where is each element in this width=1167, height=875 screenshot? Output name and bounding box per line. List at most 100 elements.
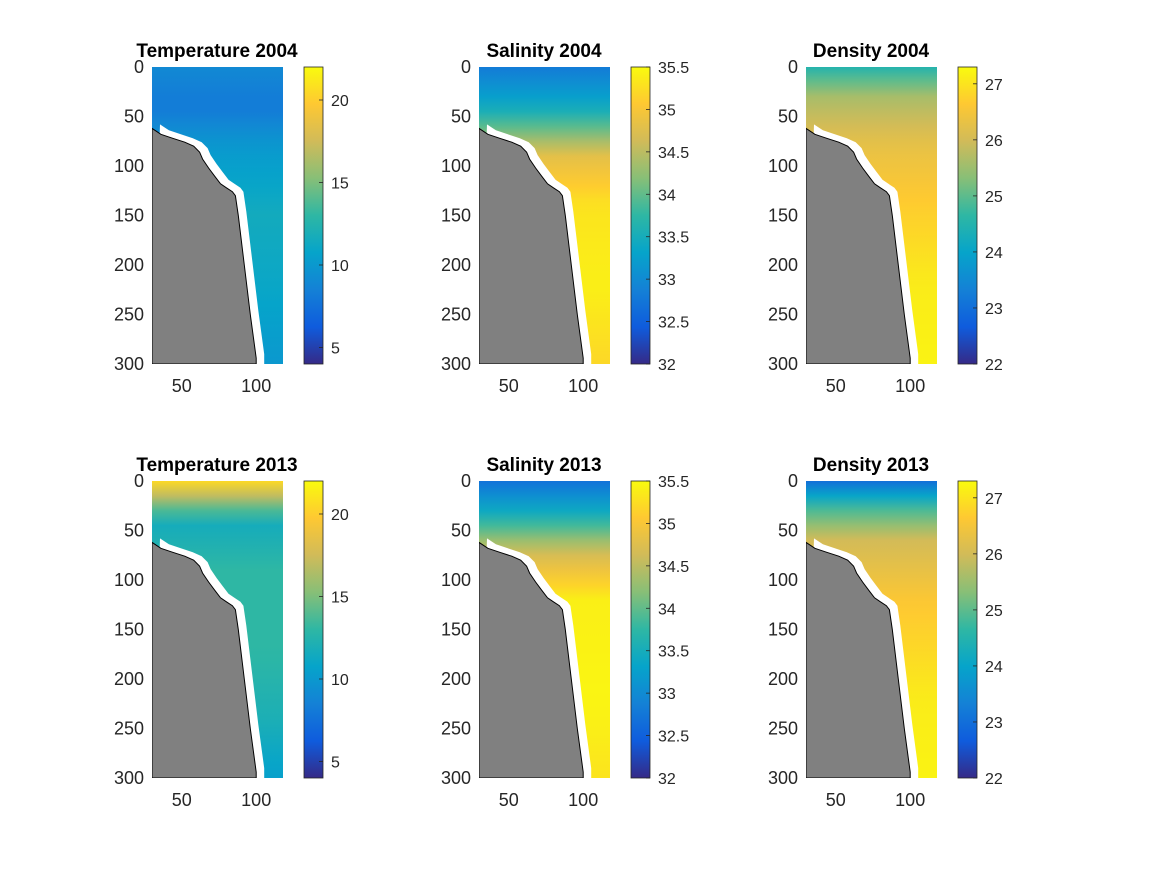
colorbar-tick-label: 32.5 [658, 729, 689, 746]
bathymetry [479, 127, 584, 364]
colorbar-tick-label: 26 [985, 133, 1003, 150]
colorbar-tick-label: 32.5 [658, 315, 689, 332]
y-tick-label: 100 [441, 570, 471, 590]
chart-title: Density 2004 [813, 41, 930, 62]
y-tick-label: 200 [768, 255, 798, 275]
y-tick-label: 50 [778, 521, 798, 541]
x-tick-label: 50 [499, 376, 519, 396]
colorbar [630, 66, 651, 365]
colorbar-tick-label: 24 [985, 659, 1003, 676]
y-tick-label: 50 [778, 107, 798, 127]
y-tick-label: 50 [451, 107, 471, 127]
x-tick-label: 100 [568, 790, 598, 810]
x-tick-label: 50 [172, 376, 192, 396]
y-tick-label: 0 [461, 57, 471, 77]
chart-title: Temperature 2013 [136, 455, 297, 476]
y-tick-label: 50 [124, 107, 144, 127]
y-tick-label: 300 [768, 768, 798, 788]
y-tick-label: 50 [451, 521, 471, 541]
chart-title: Density 2013 [813, 455, 929, 476]
y-tick-label: 0 [788, 471, 798, 491]
y-tick-label: 200 [768, 669, 798, 689]
bathymetry [152, 541, 257, 778]
bathymetry [152, 127, 257, 364]
colorbar-tick-label: 10 [331, 672, 349, 689]
colorbar-tick-label: 5 [331, 755, 340, 772]
y-tick-label: 0 [134, 471, 144, 491]
x-tick-label: 100 [895, 790, 925, 810]
colorbar [630, 480, 651, 779]
chart-title: Salinity 2004 [486, 41, 602, 62]
bathymetry [806, 541, 911, 778]
y-tick-label: 150 [114, 206, 144, 226]
y-tick-label: 0 [788, 57, 798, 77]
panel-salinity-2013: Salinity 2013 0 50 100 150 200 250 300 50 100 32 32… [441, 455, 689, 810]
bathymetry [806, 127, 911, 364]
x-tick-label: 50 [499, 790, 519, 810]
colorbar-tick-label: 15 [331, 176, 349, 193]
colorbar-tick-label: 22 [985, 771, 1003, 788]
colorbar-tick-label: 34.5 [658, 559, 689, 576]
y-tick-label: 200 [114, 669, 144, 689]
y-tick-label: 100 [441, 156, 471, 176]
y-tick-label: 200 [114, 255, 144, 275]
colorbar [303, 480, 324, 779]
colorbar-tick-label: 34.5 [658, 145, 689, 162]
colorbar-tick-label: 10 [331, 258, 349, 275]
y-tick-label: 150 [441, 206, 471, 226]
y-tick-label: 300 [768, 354, 798, 374]
colorbar-tick-label: 33.5 [658, 644, 689, 661]
y-tick-label: 100 [768, 570, 798, 590]
colorbar-tick-label: 35.5 [658, 60, 689, 77]
colorbar-tick-label: 23 [985, 301, 1003, 318]
colorbar-tick-label: 34 [658, 601, 676, 618]
chart-title: Temperature 2004 [136, 41, 298, 62]
colorbar-tick-label: 35.5 [658, 474, 689, 491]
y-tick-label: 200 [441, 255, 471, 275]
colorbar-tick-label: 32 [658, 771, 676, 788]
y-tick-label: 100 [114, 156, 144, 176]
y-tick-label: 100 [768, 156, 798, 176]
y-tick-label: 300 [441, 354, 471, 374]
colorbar [303, 66, 324, 365]
colorbar-tick-label: 22 [985, 357, 1003, 374]
colorbar-tick-label: 15 [331, 590, 349, 607]
y-tick-label: 100 [114, 570, 144, 590]
y-tick-label: 250 [441, 719, 471, 739]
colorbar-tick-label: 33 [658, 686, 676, 703]
y-tick-label: 50 [124, 521, 144, 541]
y-tick-label: 300 [441, 768, 471, 788]
colorbar-tick-label: 27 [985, 77, 1003, 94]
x-tick-label: 100 [241, 790, 271, 810]
colorbar-tick-label: 27 [985, 491, 1003, 508]
panel-salinity-2004: Salinity 2004 0 50 100 150 200 250 300 50 100 32 32… [441, 41, 689, 396]
colorbar-tick-label: 33 [658, 272, 676, 289]
y-tick-label: 150 [441, 620, 471, 640]
x-tick-label: 100 [568, 376, 598, 396]
colorbar-tick-label: 20 [331, 507, 349, 524]
y-tick-label: 0 [134, 57, 144, 77]
colorbar-tick-label: 32 [658, 357, 676, 374]
x-tick-label: 50 [826, 376, 846, 396]
y-tick-label: 200 [441, 669, 471, 689]
x-tick-label: 100 [241, 376, 271, 396]
x-tick-label: 100 [895, 376, 925, 396]
colorbar-tick-label: 25 [985, 189, 1003, 206]
colorbar-tick-label: 24 [985, 245, 1003, 262]
y-tick-label: 250 [441, 305, 471, 325]
y-tick-label: 150 [768, 620, 798, 640]
colorbar-tick-label: 35 [658, 516, 676, 533]
bathymetry [479, 541, 584, 778]
y-tick-label: 150 [114, 620, 144, 640]
y-tick-label: 0 [461, 471, 471, 491]
colorbar-tick-label: 5 [331, 341, 340, 358]
y-tick-label: 250 [768, 719, 798, 739]
y-tick-label: 250 [114, 719, 144, 739]
colorbar [957, 480, 978, 779]
colorbar-tick-label: 20 [331, 93, 349, 110]
colorbar-tick-label: 33.5 [658, 230, 689, 247]
x-tick-label: 50 [172, 790, 192, 810]
